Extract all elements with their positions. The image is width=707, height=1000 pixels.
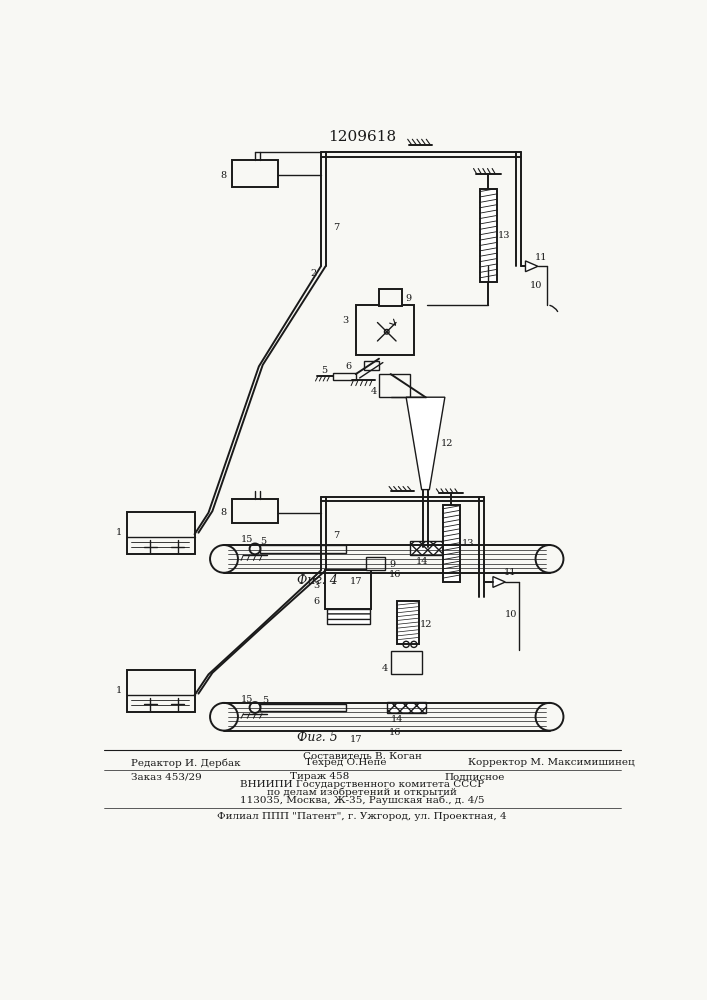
Text: 1209618: 1209618 xyxy=(328,130,396,144)
Bar xyxy=(379,289,402,306)
Text: 8: 8 xyxy=(220,508,226,517)
Text: 13: 13 xyxy=(462,539,474,548)
Text: 6: 6 xyxy=(345,362,351,371)
Text: по делам изобретений и открытий: по делам изобретений и открытий xyxy=(267,787,457,797)
Text: 8: 8 xyxy=(220,171,226,180)
Text: 10: 10 xyxy=(530,281,542,290)
Polygon shape xyxy=(493,577,506,587)
Bar xyxy=(387,702,426,713)
Text: 1: 1 xyxy=(116,528,122,537)
Text: 5: 5 xyxy=(262,696,268,705)
Text: Фиг. 4: Фиг. 4 xyxy=(297,574,337,587)
Text: 11: 11 xyxy=(503,568,516,577)
Text: 113035, Москва, Ж-35, Раушская наб., д. 4/5: 113035, Москва, Ж-35, Раушская наб., д. … xyxy=(240,795,484,805)
Bar xyxy=(391,651,421,674)
Bar xyxy=(356,305,414,355)
Polygon shape xyxy=(525,261,538,272)
Text: Техред О.Непе: Техред О.Непе xyxy=(305,758,387,767)
Bar xyxy=(443,505,460,582)
Text: 3: 3 xyxy=(313,581,320,590)
Text: Тираж 458: Тираж 458 xyxy=(290,772,349,781)
Text: Подписное: Подписное xyxy=(445,772,506,781)
Text: 2: 2 xyxy=(312,572,317,581)
Text: 16: 16 xyxy=(388,728,401,737)
Text: 10: 10 xyxy=(505,610,517,619)
Bar xyxy=(127,670,194,712)
Text: 5: 5 xyxy=(322,366,328,375)
Text: 15: 15 xyxy=(241,695,253,704)
Polygon shape xyxy=(406,397,445,490)
Text: 6: 6 xyxy=(313,597,320,606)
Bar xyxy=(325,570,371,609)
Text: 1: 1 xyxy=(116,686,122,695)
Bar xyxy=(232,160,279,187)
Text: Составитель В. Коган: Составитель В. Коган xyxy=(303,752,421,761)
Text: 15: 15 xyxy=(241,535,253,544)
Text: 11: 11 xyxy=(534,253,547,262)
Text: 17: 17 xyxy=(349,735,362,744)
Bar xyxy=(363,361,379,370)
Text: 16: 16 xyxy=(388,570,401,579)
Bar xyxy=(332,373,356,380)
Text: Заказ 453/29: Заказ 453/29 xyxy=(131,772,201,781)
Text: Редактор И. Дербак: Редактор И. Дербак xyxy=(131,758,240,768)
Text: 14: 14 xyxy=(390,715,403,724)
Text: 12: 12 xyxy=(441,439,453,448)
Text: 14: 14 xyxy=(416,557,428,566)
Bar xyxy=(232,499,279,523)
Text: 9: 9 xyxy=(405,294,411,303)
Text: 13: 13 xyxy=(498,231,510,240)
Text: 2: 2 xyxy=(311,269,317,278)
Bar xyxy=(260,545,346,553)
Text: ВНИИПИ Государственного комитета СССР: ВНИИПИ Государственного комитета СССР xyxy=(240,780,484,789)
Text: Фиг. 5: Фиг. 5 xyxy=(297,731,337,744)
Text: 7: 7 xyxy=(333,223,339,232)
Text: 3: 3 xyxy=(343,316,349,325)
Bar xyxy=(127,512,194,554)
Text: 12: 12 xyxy=(420,620,433,629)
Text: 7: 7 xyxy=(333,531,339,540)
Text: 4: 4 xyxy=(382,664,388,673)
Bar xyxy=(397,601,419,644)
Bar xyxy=(366,557,385,570)
Text: 5: 5 xyxy=(260,537,267,546)
Text: Корректор М. Максимишинец: Корректор М. Максимишинец xyxy=(468,758,635,767)
Bar xyxy=(327,609,370,624)
Text: 4: 4 xyxy=(370,387,377,396)
Text: Филиал ППП "Патент", г. Ужгород, ул. Проектная, 4: Филиал ППП "Патент", г. Ужгород, ул. Про… xyxy=(217,812,507,821)
Bar xyxy=(379,374,410,397)
Bar xyxy=(410,541,449,555)
Text: 9: 9 xyxy=(389,560,395,569)
Bar xyxy=(480,189,497,282)
Bar xyxy=(260,704,346,711)
Text: 17: 17 xyxy=(349,578,362,586)
